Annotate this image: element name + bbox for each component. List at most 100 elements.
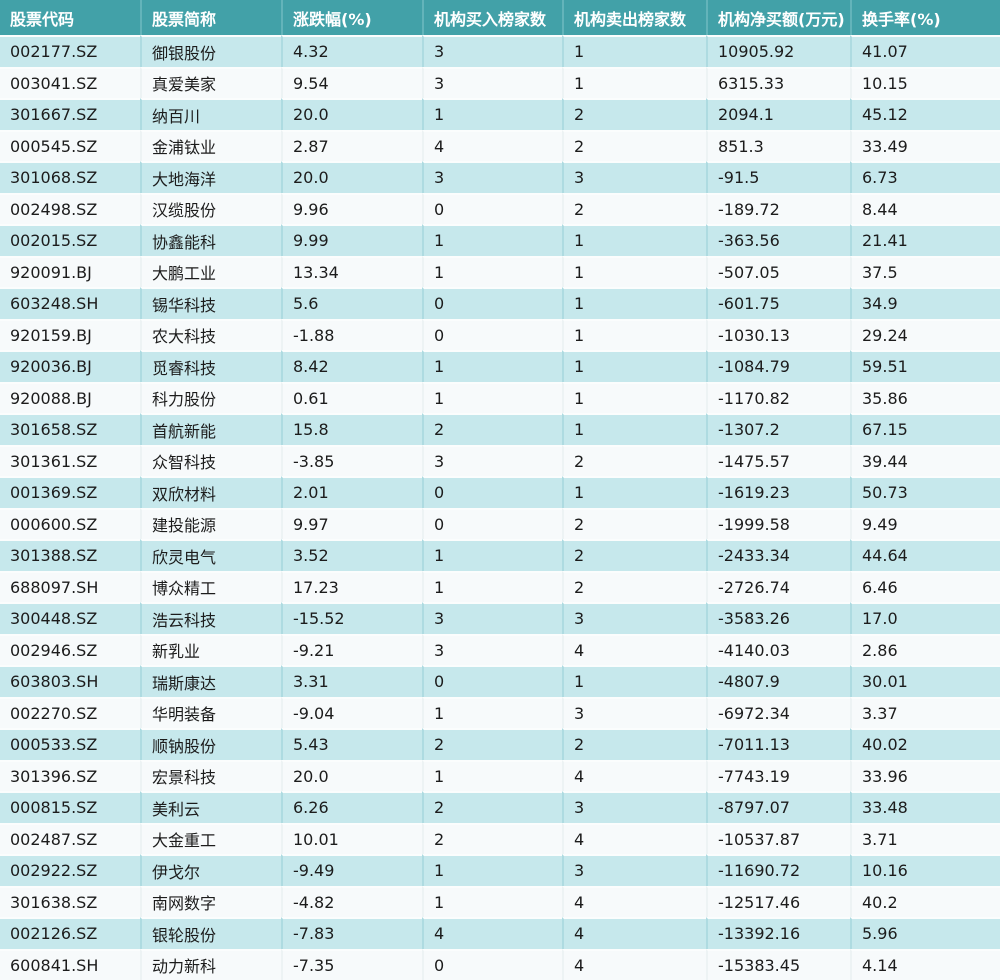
cell-buy-count: 3: [422, 633, 562, 665]
cell-change-pct: -7.35: [281, 948, 422, 980]
table-row: 920091.BJ 大鹏工业 13.34 1 1 -507.05 37.5: [0, 255, 1000, 287]
cell-sell-count: 1: [562, 665, 706, 697]
cell-turnover: 37.5: [850, 255, 1000, 287]
cell-turnover: 10.16: [850, 854, 1000, 886]
cell-net-buy: -363.56: [706, 224, 850, 256]
cell-net-buy: -2433.34: [706, 539, 850, 571]
table-row: 920159.BJ 农大科技 -1.88 0 1 -1030.13 29.24: [0, 318, 1000, 350]
cell-net-buy: -10537.87: [706, 822, 850, 854]
cell-change-pct: 17.23: [281, 570, 422, 602]
cell-turnover: 4.14: [850, 948, 1000, 980]
cell-sell-count: 3: [562, 791, 706, 823]
cell-buy-count: 0: [422, 507, 562, 539]
table-row: 002126.SZ 银轮股份 -7.83 4 4 -13392.16 5.96: [0, 917, 1000, 949]
cell-change-pct: -3.85: [281, 444, 422, 476]
cell-code: 000545.SZ: [0, 129, 140, 161]
cell-turnover: 50.73: [850, 476, 1000, 508]
cell-net-buy: -13392.16: [706, 917, 850, 949]
cell-name: 浩云科技: [140, 602, 281, 634]
cell-buy-count: 4: [422, 129, 562, 161]
table-row: 920036.BJ 觅睿科技 8.42 1 1 -1084.79 59.51: [0, 350, 1000, 382]
cell-turnover: 41.07: [850, 35, 1000, 67]
cell-buy-count: 3: [422, 66, 562, 98]
cell-net-buy: 6315.33: [706, 66, 850, 98]
column-header-name: 股票简称: [140, 0, 281, 35]
cell-net-buy: 10905.92: [706, 35, 850, 67]
cell-code: 688097.SH: [0, 570, 140, 602]
cell-change-pct: 9.96: [281, 192, 422, 224]
cell-buy-count: 0: [422, 287, 562, 319]
cell-turnover: 40.02: [850, 728, 1000, 760]
cell-change-pct: 2.87: [281, 129, 422, 161]
cell-change-pct: 20.0: [281, 759, 422, 791]
cell-name: 觅睿科技: [140, 350, 281, 382]
cell-name: 大金重工: [140, 822, 281, 854]
table-row: 000533.SZ 顺钠股份 5.43 2 2 -7011.13 40.02: [0, 728, 1000, 760]
cell-code: 600841.SH: [0, 948, 140, 980]
cell-sell-count: 2: [562, 192, 706, 224]
cell-buy-count: 1: [422, 224, 562, 256]
cell-change-pct: 5.43: [281, 728, 422, 760]
cell-code: 002177.SZ: [0, 35, 140, 67]
cell-code: 002270.SZ: [0, 696, 140, 728]
table-row: 001369.SZ 双欣材料 2.01 0 1 -1619.23 50.73: [0, 476, 1000, 508]
table-row: 301638.SZ 南网数字 -4.82 1 4 -12517.46 40.2: [0, 885, 1000, 917]
cell-change-pct: 6.26: [281, 791, 422, 823]
cell-turnover: 3.37: [850, 696, 1000, 728]
cell-net-buy: -601.75: [706, 287, 850, 319]
cell-code: 920088.BJ: [0, 381, 140, 413]
cell-net-buy: -189.72: [706, 192, 850, 224]
cell-turnover: 34.9: [850, 287, 1000, 319]
cell-change-pct: 9.54: [281, 66, 422, 98]
cell-net-buy: 851.3: [706, 129, 850, 161]
cell-change-pct: 9.99: [281, 224, 422, 256]
cell-name: 协鑫能科: [140, 224, 281, 256]
cell-name: 南网数字: [140, 885, 281, 917]
header-row: 股票代码 股票简称 涨跌幅(%) 机构买入榜家数 机构卖出榜家数 机构净买额(万元) 换手率…: [0, 0, 1000, 35]
table-row: 603248.SH 锡华科技 5.6 0 1 -601.75 34.9: [0, 287, 1000, 319]
cell-turnover: 33.96: [850, 759, 1000, 791]
cell-change-pct: 2.01: [281, 476, 422, 508]
cell-code: 002126.SZ: [0, 917, 140, 949]
cell-name: 顺钠股份: [140, 728, 281, 760]
cell-buy-count: 3: [422, 602, 562, 634]
cell-sell-count: 2: [562, 539, 706, 571]
table-row: 301361.SZ 众智科技 -3.85 3 2 -1475.57 39.44: [0, 444, 1000, 476]
column-header-buy-count: 机构买入榜家数: [422, 0, 562, 35]
cell-name: 伊戈尔: [140, 854, 281, 886]
table-row: 301388.SZ 欣灵电气 3.52 1 2 -2433.34 44.64: [0, 539, 1000, 571]
cell-net-buy: -3583.26: [706, 602, 850, 634]
table-row: 002498.SZ 汉缆股份 9.96 0 2 -189.72 8.44: [0, 192, 1000, 224]
cell-turnover: 40.2: [850, 885, 1000, 917]
cell-code: 301388.SZ: [0, 539, 140, 571]
cell-change-pct: 20.0: [281, 161, 422, 193]
cell-code: 301068.SZ: [0, 161, 140, 193]
cell-buy-count: 1: [422, 381, 562, 413]
cell-name: 众智科技: [140, 444, 281, 476]
cell-turnover: 59.51: [850, 350, 1000, 382]
cell-change-pct: 3.52: [281, 539, 422, 571]
cell-buy-count: 1: [422, 696, 562, 728]
cell-sell-count: 3: [562, 161, 706, 193]
cell-turnover: 30.01: [850, 665, 1000, 697]
cell-buy-count: 2: [422, 413, 562, 445]
cell-net-buy: -6972.34: [706, 696, 850, 728]
cell-name: 纳百川: [140, 98, 281, 130]
cell-sell-count: 4: [562, 948, 706, 980]
cell-sell-count: 1: [562, 381, 706, 413]
cell-sell-count: 2: [562, 129, 706, 161]
cell-net-buy: -1084.79: [706, 350, 850, 382]
column-header-net-buy: 机构净买额(万元): [706, 0, 850, 35]
table-row: 301396.SZ 宏景科技 20.0 1 4 -7743.19 33.96: [0, 759, 1000, 791]
cell-sell-count: 2: [562, 728, 706, 760]
cell-sell-count: 2: [562, 570, 706, 602]
cell-code: 603248.SH: [0, 287, 140, 319]
cell-code: 000533.SZ: [0, 728, 140, 760]
cell-net-buy: -7743.19: [706, 759, 850, 791]
table-row: 300448.SZ 浩云科技 -15.52 3 3 -3583.26 17.0: [0, 602, 1000, 634]
cell-name: 双欣材料: [140, 476, 281, 508]
table-row: 603803.SH 瑞斯康达 3.31 0 1 -4807.9 30.01: [0, 665, 1000, 697]
cell-sell-count: 3: [562, 602, 706, 634]
cell-change-pct: -9.21: [281, 633, 422, 665]
cell-change-pct: 8.42: [281, 350, 422, 382]
